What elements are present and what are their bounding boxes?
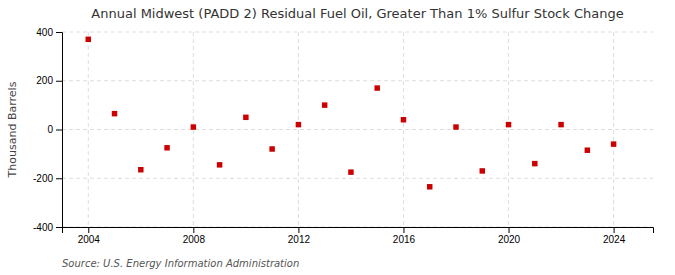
grid — [62, 32, 653, 227]
plot: 2004 2008 2012 2016 2020 2024 -400 -200 0 200 400 — [33, 27, 654, 245]
point — [243, 115, 248, 120]
title: Annual Midwest (PADD 2) Residual Fuel Oi… — [91, 6, 623, 21]
y-axis-line — [56, 33, 63, 228]
x-grid-line — [508, 32, 509, 227]
y-grid-line — [62, 32, 653, 33]
y-tick-label: 200 — [36, 75, 53, 86]
point — [401, 117, 406, 122]
annotation: Source: U.S. Energy Information Administ… — [62, 258, 299, 269]
y-tick-mark — [56, 178, 62, 179]
x-tick: 2016 — [393, 227, 416, 245]
x-tick-mark — [614, 227, 615, 233]
x-tick-mark — [298, 227, 299, 233]
x-tick: 2024 — [603, 227, 626, 245]
point — [86, 37, 91, 42]
y-tick: 0 — [47, 124, 62, 135]
point — [191, 124, 196, 129]
y-tick-mark — [56, 227, 62, 228]
x-tick-label: 2004 — [78, 234, 101, 245]
x-tick: 2020 — [498, 227, 521, 245]
x-axis: 2004 2008 2012 2016 2020 2024 — [63, 227, 654, 245]
x-tick-mark — [193, 227, 194, 233]
point — [480, 168, 485, 173]
x-grid-line — [88, 32, 89, 227]
point — [585, 147, 590, 152]
point — [296, 122, 301, 127]
point — [532, 161, 537, 166]
x-tick-mark — [88, 227, 89, 233]
y-grid-line — [62, 129, 653, 130]
x-tick: 2008 — [183, 227, 206, 245]
point — [453, 124, 458, 129]
point — [112, 111, 117, 116]
chart: 2004 2008 2012 2016 2020 2024 -400 -200 0 200 400 A… — [0, 0, 675, 275]
point — [506, 122, 511, 127]
y-tick-label: -400 — [33, 222, 53, 233]
x-tick-label: 2020 — [498, 234, 521, 245]
point — [217, 162, 222, 167]
y-tick-label: -200 — [33, 173, 53, 184]
x-tick-label: 2008 — [183, 234, 206, 245]
x-tick: 2012 — [288, 227, 311, 245]
points — [86, 37, 617, 190]
x-tick: 2004 — [78, 227, 101, 245]
y-tick: 200 — [36, 75, 62, 86]
y-grid-line — [62, 178, 653, 179]
point — [558, 122, 563, 127]
point — [322, 102, 327, 107]
point — [427, 184, 432, 189]
y-tick: 400 — [36, 27, 62, 38]
y-axis-title: Thousand Barrels — [6, 81, 19, 178]
y-grid-line — [62, 80, 653, 81]
x-grid-line — [403, 32, 404, 227]
x-tick-label: 2012 — [288, 234, 311, 245]
point — [611, 141, 616, 146]
point — [164, 145, 169, 150]
x-axis-line — [63, 228, 654, 234]
y-tick-label: 400 — [36, 27, 53, 38]
x-tick-label: 2016 — [393, 234, 416, 245]
y-tick: -400 — [33, 222, 62, 233]
y-tick-label: 0 — [47, 124, 53, 135]
y-tick: -200 — [33, 173, 62, 184]
point — [348, 169, 353, 174]
y-tick-mark — [56, 32, 62, 33]
point — [374, 85, 379, 90]
point — [138, 167, 143, 172]
x-grid-line — [613, 32, 614, 227]
x-tick-mark — [509, 227, 510, 233]
x-grid-line — [298, 32, 299, 227]
x-tick-label: 2024 — [603, 234, 626, 245]
y-tick-mark — [56, 81, 62, 82]
y-tick-mark — [56, 130, 62, 131]
y-axis: -400 -200 0 200 400 — [33, 27, 63, 233]
point — [269, 146, 274, 151]
x-tick-mark — [403, 227, 404, 233]
